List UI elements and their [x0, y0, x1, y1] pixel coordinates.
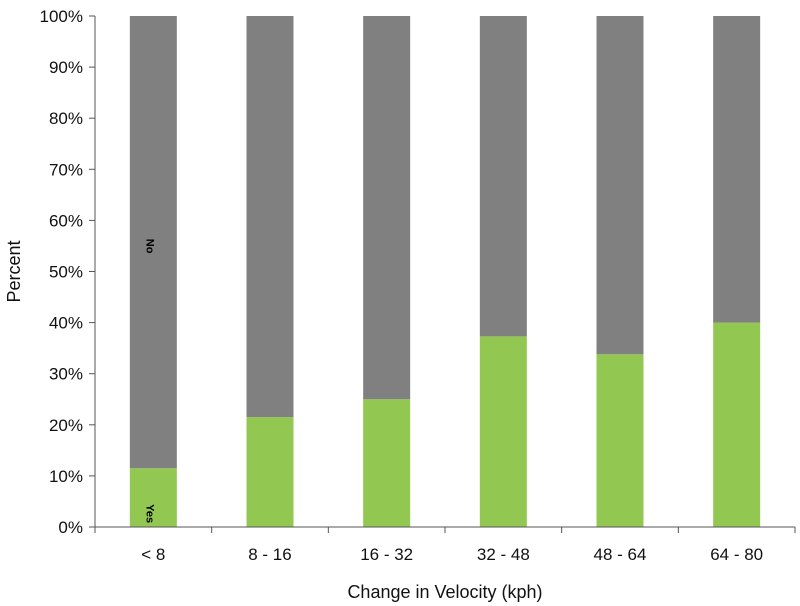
bar-no-2 — [363, 16, 411, 400]
x-ticks-group: < 8 8 - 16 16 - 32 32 - 48 48 - 64 64 - 80 — [94, 527, 796, 564]
bars-group — [129, 16, 761, 527]
bar-yes-2 — [363, 399, 411, 527]
y-tick-label: 40% — [49, 314, 83, 333]
bar-no-4 — [596, 16, 644, 355]
bar-no-3 — [479, 16, 527, 337]
y-tick-label: 80% — [49, 109, 83, 128]
bar-yes-5 — [713, 322, 761, 527]
x-tick-label: 8 - 16 — [248, 545, 291, 564]
y-tick-label: 90% — [49, 58, 83, 77]
x-axis-title: Change in Velocity (kph) — [347, 582, 542, 602]
bar-no-0 — [129, 16, 177, 469]
bar-no-1 — [246, 16, 294, 418]
y-tick-label: 100% — [40, 7, 83, 26]
x-tick-label: < 8 — [141, 545, 165, 564]
y-tick-label: 50% — [49, 263, 83, 282]
bar-yes-1 — [246, 417, 294, 527]
x-tick-label: 32 - 48 — [477, 545, 530, 564]
y-axis-title: Percent — [4, 240, 24, 302]
y-tick-label: 0% — [58, 518, 83, 537]
segment-label-no: No — [143, 239, 155, 254]
bar-yes-4 — [596, 354, 644, 527]
bar-yes-3 — [479, 336, 527, 527]
y-tick-label: 70% — [49, 160, 83, 179]
y-tick-label: 30% — [49, 365, 83, 384]
x-tick-label: 16 - 32 — [360, 545, 413, 564]
bar-yes-0 — [129, 468, 177, 527]
segment-label-yes: Yes — [143, 504, 155, 523]
y-tick-label: 10% — [49, 467, 83, 486]
axes-group — [94, 16, 795, 528]
y-tick-label: 60% — [49, 211, 83, 230]
x-tick-label: 64 - 80 — [710, 545, 763, 564]
y-tick-label: 20% — [49, 416, 83, 435]
y-ticks-group: 0% 10% 20% 30% 40% 50% 60% 70% 80% 90% 100% — [40, 7, 95, 537]
x-tick-label: 48 - 64 — [594, 545, 647, 564]
bar-no-5 — [713, 16, 761, 323]
